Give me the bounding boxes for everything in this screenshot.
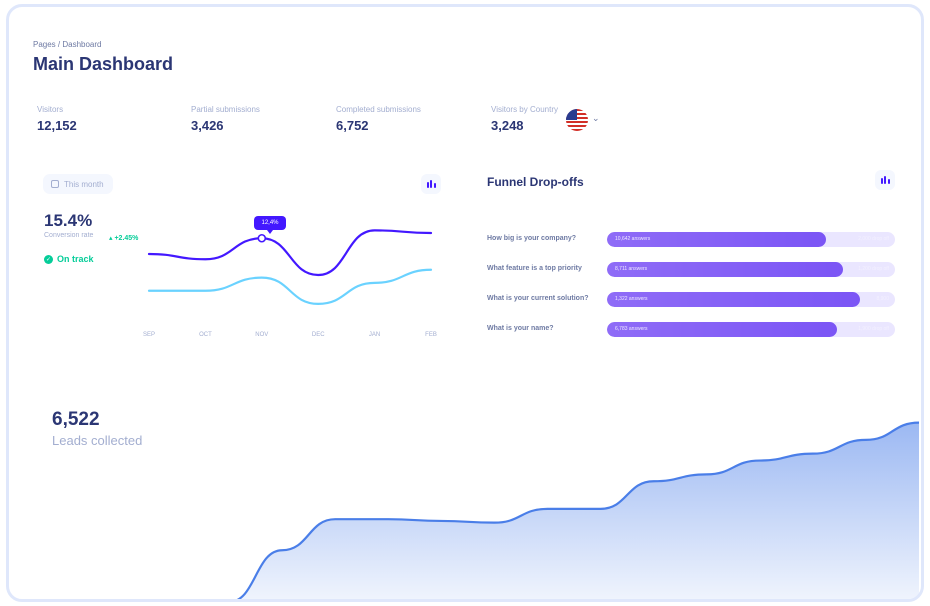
period-label: This month: [64, 179, 104, 189]
chart-tooltip: 12,4%: [254, 216, 286, 234]
chevron-down-icon[interactable]: ⌄: [592, 113, 600, 123]
check-circle-icon: ✓: [44, 254, 53, 264]
us-flag-icon[interactable]: [566, 109, 588, 131]
page-title: Main Dashboard: [33, 54, 174, 74]
stat-label: Visitors by Country: [491, 105, 558, 114]
series-line-2: [147, 268, 433, 305]
bar-chart-icon: [880, 178, 883, 184]
funnel-title: Funnel Drop-offs: [487, 175, 584, 189]
stat-value: 3,426: [191, 118, 224, 133]
funnel-question: How big is your company?: [487, 235, 577, 242]
funnel-dropoff-count: 1,200 drop off: [858, 266, 889, 272]
funnel-options-button[interactable]: [875, 170, 895, 190]
x-tick-label: JAN: [369, 332, 380, 338]
conversion-rate-label: Conversion rate: [44, 232, 94, 239]
stat-value: 12,152: [37, 118, 77, 133]
funnel-answers-count: 6,783 answers: [615, 326, 648, 332]
area-fill: [238, 422, 919, 599]
period-selector-button[interactable]: This month: [43, 174, 113, 194]
status-badge: ✓ On track: [44, 254, 94, 264]
x-tick-label: NOV: [255, 332, 268, 338]
stat-visitors-by-country: Visitors by Country 3,248: [491, 105, 558, 133]
x-tick-label: OCT: [199, 332, 212, 338]
conversion-delta-value: +2.45%: [114, 235, 139, 242]
stat-value: 3,248: [491, 118, 524, 133]
funnel-bar-track: 1,322 answers 8,900: [607, 292, 895, 307]
funnel-bar-track: 10,642 answers 2,000 drop off: [607, 232, 895, 247]
dashboard-card: Pages / Dashboard Main Dashboard Visitor…: [6, 4, 924, 602]
bar-chart-icon: [884, 176, 886, 184]
status-label: On track: [57, 254, 94, 264]
funnel-question: What is your current solution?: [487, 295, 589, 302]
funnel-answers-count: 1,322 answers: [615, 296, 648, 302]
bar-chart-icon: [426, 182, 429, 188]
bar-chart-icon: [433, 183, 436, 188]
stat-partial-submissions: Partial submissions 3,426: [191, 105, 260, 133]
conversion-line-chart: SEP OCT NOV DEC JAN FEB: [143, 229, 437, 338]
funnel-bar-fill: 1,322 answers: [607, 292, 861, 307]
funnel-answers-count: 10,642 answers: [615, 236, 651, 242]
x-tick-label: SEP: [143, 332, 155, 338]
bar-chart-icon: [430, 180, 432, 188]
stat-label: Partial submissions: [191, 105, 260, 114]
funnel-bar-track: 8,711 answers 1,200 drop off: [607, 262, 895, 277]
funnel-bar-fill: 6,783 answers: [607, 322, 838, 337]
funnel-answers-count: 8,711 answers: [615, 266, 648, 272]
x-tick-label: FEB: [425, 332, 437, 338]
area-line: [236, 421, 920, 599]
funnel-dropoff-count: 8,900: [876, 296, 889, 302]
leads-value: 6,522: [52, 409, 100, 430]
funnel-question: What is your name?: [487, 325, 554, 332]
conversion-rate-value: 15.4%: [44, 211, 93, 230]
conversion-delta: ▴ +2.45%: [109, 234, 138, 242]
funnel-bar-fill: 10,642 answers: [607, 232, 826, 247]
series-line-1: [147, 229, 433, 277]
stat-visitors: Visitors 12,152: [37, 105, 77, 133]
breadcrumb[interactable]: Pages / Dashboard: [33, 40, 102, 49]
calendar-icon: [51, 180, 59, 188]
funnel-question: What feature is a top priority: [487, 265, 582, 272]
stat-completed-submissions: Completed submissions 6,752: [336, 105, 421, 133]
bar-chart-icon: [887, 179, 890, 184]
chart-options-button[interactable]: [421, 174, 441, 194]
leads-area-chart: [236, 421, 920, 599]
stat-label: Completed submissions: [336, 105, 421, 114]
funnel-bar-track: 6,783 answers 1,900 drop off: [607, 322, 895, 337]
stat-label: Visitors: [37, 105, 64, 114]
funnel-dropoff-count: 2,000 drop off: [858, 236, 889, 242]
highlight-point[interactable]: [257, 233, 267, 243]
leads-label: Leads collected: [52, 433, 143, 448]
arrow-up-icon: ▴: [109, 235, 115, 242]
funnel-dropoff-count: 1,900 drop off: [858, 326, 889, 332]
funnel-bar-fill: 8,711 answers: [607, 262, 844, 277]
stat-value: 6,752: [336, 118, 369, 133]
x-tick-label: DEC: [312, 332, 325, 338]
